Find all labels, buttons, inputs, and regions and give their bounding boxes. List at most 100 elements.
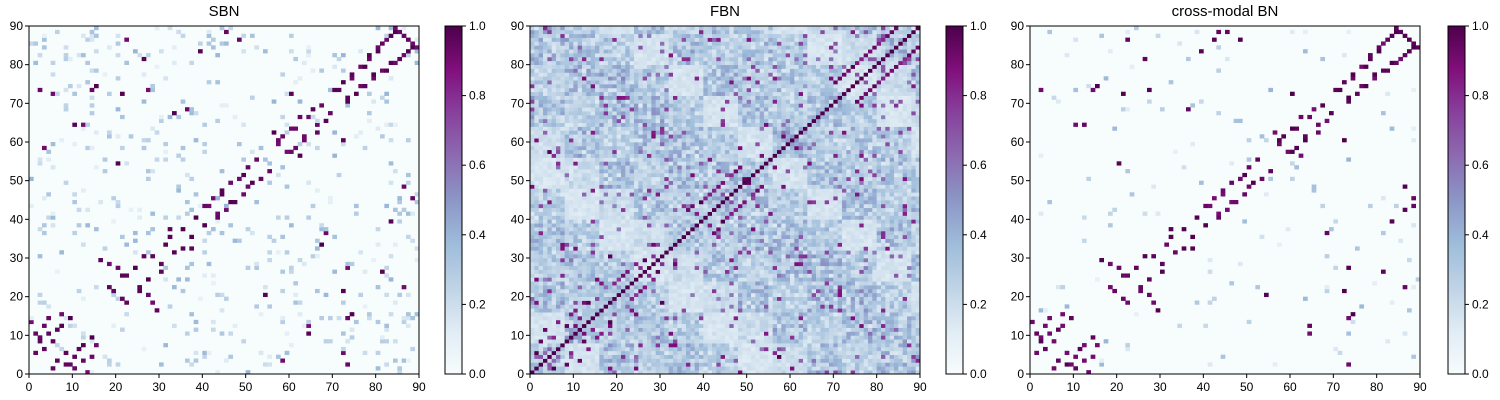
heatmap-cell (564, 358, 570, 363)
heatmap-cell (816, 331, 821, 336)
heatmap-cell (629, 207, 635, 212)
heatmap-cell (898, 227, 904, 232)
heatmap-cell (551, 196, 557, 201)
heatmap-cell (538, 370, 544, 375)
heatmap-cell (629, 308, 635, 313)
heatmap-cell (842, 327, 847, 332)
heatmap-cell (725, 261, 730, 267)
heatmap-cell (599, 323, 605, 328)
heatmap-cell (720, 227, 726, 232)
heatmap-cell (690, 196, 696, 201)
heatmap-cell (81, 358, 86, 363)
heatmap-cell (876, 223, 882, 228)
heatmap-cell (768, 277, 774, 282)
heatmap-cell (621, 366, 626, 371)
heatmap-cell (816, 192, 821, 197)
heatmap-cell (293, 281, 299, 286)
heatmap-cell (790, 335, 795, 340)
heatmap-cell (616, 258, 622, 263)
heatmap-cell (608, 366, 613, 371)
heatmap-cell (738, 254, 743, 259)
heatmap-cell (716, 188, 722, 193)
heatmap-cell (573, 350, 579, 356)
heatmap-cell (590, 350, 596, 356)
heatmap-cell (729, 215, 735, 220)
heatmap-cell (599, 273, 605, 278)
heatmap-cell (829, 207, 834, 212)
heatmap-cell (850, 362, 856, 367)
heatmap-cell (863, 316, 869, 321)
heatmap-cell (612, 292, 618, 298)
heatmap-cell (267, 258, 273, 263)
heatmap-cell (729, 339, 735, 344)
heatmap-cell (712, 192, 717, 197)
heatmap-cell (393, 339, 398, 344)
heatmap-cell (907, 227, 912, 232)
heatmap-cell (577, 265, 583, 270)
heatmap-cell (564, 288, 570, 294)
heatmap-cell (573, 327, 579, 332)
heatmap-cell (816, 273, 821, 278)
heatmap-cell (790, 203, 795, 209)
heatmap-cell (720, 335, 726, 340)
heatmap-cell (599, 316, 605, 321)
heatmap-cell (634, 331, 639, 336)
heatmap-cell (846, 300, 852, 305)
heatmap-cell (85, 370, 91, 375)
heatmap-cell (915, 273, 921, 278)
heatmap-cell (202, 122, 208, 127)
heatmap-cell (673, 327, 678, 332)
heatmap-cell (551, 277, 557, 282)
heatmap-cell (556, 358, 561, 363)
heatmap-cell (315, 130, 320, 135)
heatmap-cell (534, 370, 540, 375)
heatmap-cell (263, 157, 268, 162)
heatmap-cell (885, 227, 891, 232)
heatmap-cell (859, 308, 865, 313)
heatmap-cell (894, 254, 899, 259)
heatmap-cell (159, 118, 164, 124)
heatmap-cell (794, 273, 800, 278)
heatmap-cell (764, 323, 769, 328)
heatmap-cell (872, 230, 878, 236)
heatmap-cell (569, 188, 574, 193)
heatmap-cell (816, 246, 821, 251)
heatmap-cell (712, 207, 717, 212)
heatmap-cell (742, 281, 748, 286)
heatmap-cell (811, 196, 817, 201)
heatmap-cell (911, 308, 917, 313)
heatmap-cell (742, 292, 748, 298)
heatmap-cell (764, 300, 769, 305)
heatmap-cell (595, 203, 600, 209)
heatmap-cell (746, 234, 752, 240)
heatmap-cell (846, 292, 852, 298)
heatmap-cell (569, 281, 574, 286)
heatmap-cell (673, 258, 678, 263)
heatmap-cell (655, 331, 661, 336)
heatmap-cell (716, 215, 722, 220)
heatmap-cell (102, 354, 108, 359)
heatmap-cell (876, 219, 882, 224)
heatmap-cell (820, 254, 826, 259)
heatmap-cell (811, 234, 817, 240)
heatmap-cell (616, 277, 622, 282)
heatmap-cell (807, 277, 813, 282)
heatmap-cell (556, 331, 561, 336)
heatmap-cell (738, 281, 743, 286)
heatmap-cell (772, 339, 778, 344)
heatmap-cell (564, 304, 570, 309)
heatmap-cell (911, 254, 917, 259)
heatmap-cell (586, 188, 592, 193)
heatmap-cell (842, 277, 847, 282)
heatmap-cell (824, 366, 830, 371)
heatmap-cell (629, 288, 635, 294)
heatmap-cell (85, 207, 91, 212)
heatmap-cell (889, 339, 895, 344)
heatmap-cell (543, 362, 548, 367)
heatmap-cell (733, 327, 739, 332)
heatmap-cell (781, 358, 787, 363)
heatmap-cell (842, 211, 847, 216)
heatmap-cell (816, 343, 821, 348)
heatmap-cell (124, 273, 130, 278)
heatmap-cell (569, 323, 574, 328)
